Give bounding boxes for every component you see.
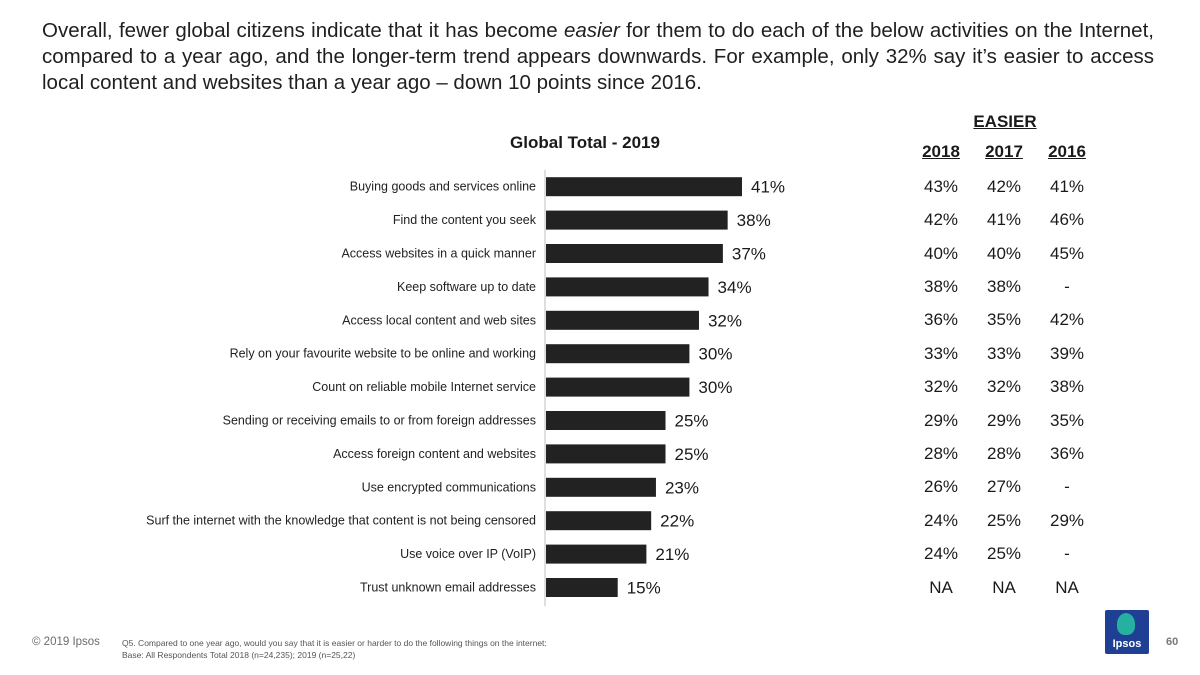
trend-cell: 24% bbox=[923, 544, 959, 564]
trend-cell: 42% bbox=[923, 210, 959, 230]
trend-cell: 36% bbox=[1049, 443, 1085, 463]
trend-cell: 25% bbox=[986, 510, 1022, 530]
bar bbox=[546, 444, 666, 464]
data-label: 38% bbox=[737, 211, 771, 230]
trend-cell: 39% bbox=[1049, 343, 1085, 363]
category-label: Surf the internet with the knowledge tha… bbox=[146, 514, 536, 528]
data-label: 34% bbox=[718, 278, 752, 297]
category-label: Sending or receiving emails to or from f… bbox=[223, 414, 536, 428]
trend-cell: 35% bbox=[986, 310, 1022, 330]
category-label: Use encrypted communications bbox=[362, 480, 536, 494]
data-label: 25% bbox=[675, 445, 709, 464]
bar bbox=[546, 578, 618, 597]
category-label: Keep software up to date bbox=[397, 280, 536, 294]
bar bbox=[546, 310, 699, 330]
data-label: 23% bbox=[665, 478, 699, 497]
trend-cell: 32% bbox=[923, 377, 959, 397]
bar bbox=[546, 411, 666, 430]
trend-cell: 33% bbox=[986, 343, 1022, 363]
data-label: 32% bbox=[708, 311, 742, 330]
data-label: 30% bbox=[698, 345, 732, 364]
trend-col-header-2016: 2016 bbox=[1048, 142, 1086, 161]
trend-cell: 45% bbox=[1049, 243, 1085, 263]
category-label: Access websites in a quick manner bbox=[341, 247, 536, 261]
category-label: Buying goods and services online bbox=[350, 180, 536, 194]
trend-cell: 25% bbox=[986, 544, 1022, 564]
trend-cell: 27% bbox=[986, 477, 1022, 497]
trend-cell: 28% bbox=[986, 443, 1022, 463]
headline-part1: Overall, fewer global citizens indicate … bbox=[42, 19, 564, 42]
trend-cell: 40% bbox=[923, 243, 959, 263]
data-label: 25% bbox=[675, 412, 709, 431]
category-label: Count on reliable mobile Internet servic… bbox=[312, 380, 536, 394]
category-label: Trust unknown email addresses bbox=[360, 581, 536, 595]
trend-cell: NA bbox=[929, 577, 953, 597]
trend-table-group-header: EASIER bbox=[973, 112, 1037, 131]
trend-cell: 38% bbox=[986, 276, 1022, 296]
trend-cell: 36% bbox=[923, 310, 959, 330]
category-label: Find the content you seek bbox=[393, 213, 537, 227]
trend-cell: 28% bbox=[923, 443, 959, 463]
category-label: Access local content and web sites bbox=[342, 313, 536, 327]
bar bbox=[546, 210, 728, 230]
bar bbox=[546, 244, 723, 263]
bar-chart: Buying goods and services online 41% Find … bbox=[146, 170, 785, 607]
ipsos-logo-text: Ipsos bbox=[1112, 638, 1142, 650]
trend-cell: 41% bbox=[1049, 176, 1085, 196]
footer-note: Q5. Compared to one year ago, would you … bbox=[122, 637, 547, 661]
ipsos-logo-mark bbox=[1117, 613, 1135, 635]
headline-emphasis: easier bbox=[563, 19, 620, 42]
trend-cell: 29% bbox=[1049, 510, 1085, 530]
bar bbox=[546, 544, 647, 564]
category-label: Use voice over IP (VoIP) bbox=[400, 547, 536, 561]
data-label: 21% bbox=[655, 545, 689, 564]
trend-cell: - bbox=[1064, 276, 1070, 296]
data-label: 30% bbox=[698, 378, 732, 397]
footer-base: Base: All Respondents Total 2018 (n=24,2… bbox=[122, 650, 356, 660]
trend-cell: 41% bbox=[986, 210, 1022, 230]
footer-question: Q5. Compared to one year ago, would you … bbox=[122, 638, 547, 648]
headline: Overall, fewer global citizens indicate … bbox=[42, 18, 1154, 96]
page-number: 60 bbox=[1166, 636, 1179, 648]
trend-cell: 42% bbox=[986, 176, 1022, 196]
trend-col-header-2018: 2018 bbox=[922, 142, 960, 161]
trend-cell: 33% bbox=[923, 343, 959, 363]
trend-cell: 26% bbox=[923, 477, 959, 497]
trend-col-header-2017: 2017 bbox=[985, 142, 1023, 161]
trend-cell: 46% bbox=[1049, 210, 1085, 230]
headline-part2: for them to do each of the below activit… bbox=[42, 19, 1154, 94]
trend-cell: - bbox=[1064, 477, 1070, 497]
bar bbox=[546, 277, 709, 297]
chart-title: Global Total - 2019 bbox=[510, 133, 660, 152]
data-label: 41% bbox=[751, 178, 785, 197]
trend-cell: NA bbox=[1055, 577, 1079, 597]
category-label: Rely on your favourite website to be onl… bbox=[230, 347, 536, 361]
trend-cell: 29% bbox=[923, 410, 959, 430]
bar bbox=[546, 511, 652, 531]
category-label: Access foreign content and websites bbox=[333, 447, 536, 461]
bar bbox=[546, 477, 656, 497]
bar bbox=[546, 377, 690, 397]
footer-copyright: © 2019 Ipsos bbox=[32, 636, 100, 648]
data-label: 22% bbox=[660, 512, 694, 531]
trend-cell: 35% bbox=[1049, 410, 1085, 430]
trend-cell: - bbox=[1064, 544, 1070, 564]
ipsos-logo: Ipsos bbox=[1105, 610, 1149, 654]
trend-cell: NA bbox=[992, 577, 1016, 597]
trend-cell: 29% bbox=[986, 410, 1022, 430]
data-label: 37% bbox=[732, 245, 766, 264]
bar bbox=[546, 344, 690, 364]
trend-cell: 24% bbox=[923, 510, 959, 530]
data-label: 15% bbox=[627, 579, 661, 598]
trend-cell: 38% bbox=[1049, 377, 1085, 397]
bar bbox=[546, 177, 742, 197]
trend-cell: 40% bbox=[986, 243, 1022, 263]
trend-cell: 32% bbox=[986, 377, 1022, 397]
trend-cell: 42% bbox=[1049, 310, 1085, 330]
trend-cell: 38% bbox=[923, 276, 959, 296]
trend-cell: 43% bbox=[923, 176, 959, 196]
